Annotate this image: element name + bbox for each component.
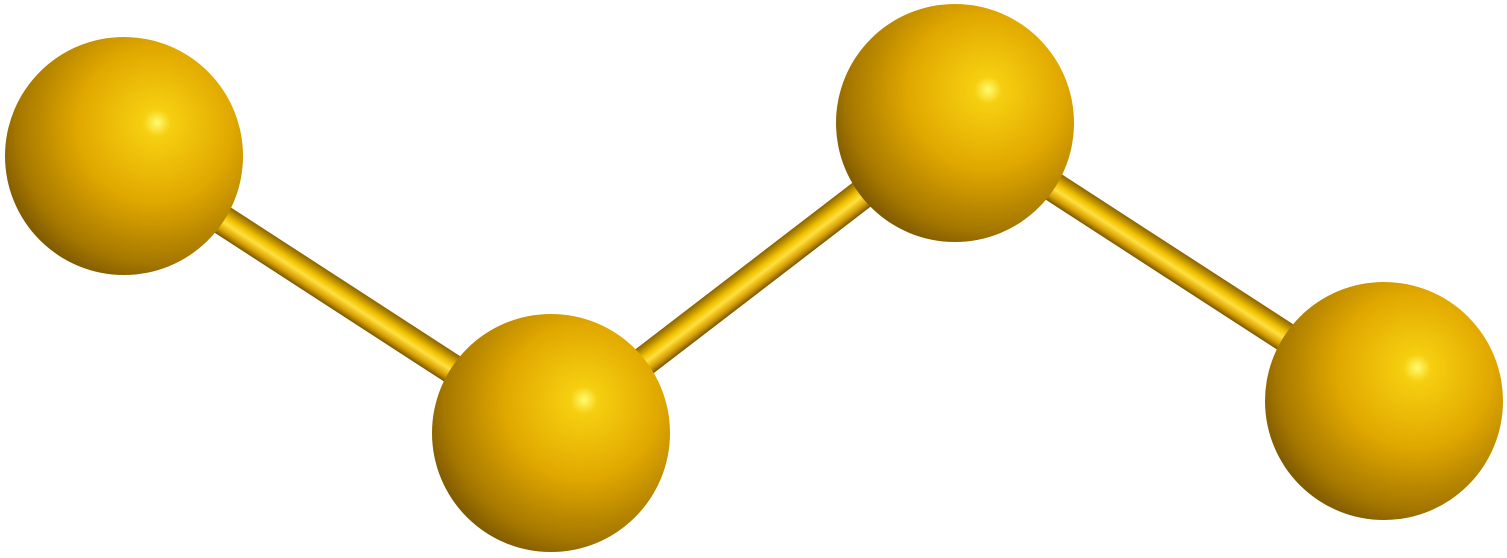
bonds-layer: [115, 110, 1393, 446]
bond-cylinder: [115, 143, 560, 446]
bond-3: [946, 110, 1393, 414]
atom-2-sphere: [432, 314, 670, 552]
bond-2: [541, 111, 965, 445]
bond-1: [115, 143, 560, 446]
bond-cylinder: [946, 110, 1393, 414]
atoms-layer: [5, 4, 1503, 552]
atom-1-sphere: [5, 37, 243, 275]
bond-cylinder: [541, 111, 965, 445]
atom-3-sphere: [836, 4, 1074, 242]
atom-4-sphere: [1265, 282, 1503, 520]
